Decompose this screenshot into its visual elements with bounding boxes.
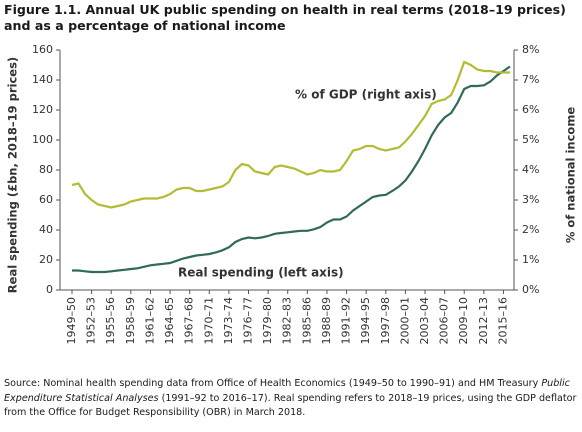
- y2-tick-label: 3%: [522, 193, 539, 206]
- y-tick-label: 160: [32, 43, 53, 56]
- x-tick-label: 1955–56: [104, 297, 117, 345]
- y2-tick-label: 1%: [522, 253, 539, 266]
- y-tick-label: 100: [32, 133, 53, 146]
- x-tick-label: 1949–50: [65, 297, 78, 345]
- note-italic: Public Expenditure Statistical Analyses: [4, 378, 570, 404]
- y-tick-label: 120: [32, 103, 53, 116]
- x-tick-label: 1961–62: [143, 297, 156, 345]
- y-tick-label: 140: [32, 73, 53, 86]
- x-tick-label: 2012–13: [477, 297, 490, 345]
- note-text: (1991–92 to 2016–17). Real spending refe…: [4, 392, 577, 419]
- x-tick-label: 1988–89: [320, 297, 333, 345]
- y2-tick-label: 0%: [522, 283, 539, 296]
- y-tick-label: 60: [39, 193, 53, 206]
- y2-tick-label: 4%: [522, 163, 539, 176]
- x-tick-label: 2003–04: [418, 297, 431, 345]
- x-tick-label: 1952–53: [85, 297, 98, 345]
- x-tick-label: 1982–83: [281, 297, 294, 345]
- x-tick-label: 2009–10: [457, 297, 470, 345]
- y2-axis-label: % of national income: [564, 107, 578, 243]
- y-axis-label: Real spending (£bn, 2018–19 prices): [6, 57, 20, 293]
- note-text: Source: Nominal health spending data fro…: [4, 378, 542, 389]
- x-tick-label: 2015–16: [496, 297, 509, 345]
- x-tick-label: 1964–65: [163, 297, 176, 345]
- y-tick-label: 40: [39, 223, 53, 236]
- x-tick-label: 1973–74: [222, 297, 235, 345]
- x-tick-label: 1979–80: [261, 297, 274, 345]
- x-tick-label: 1991–92: [340, 297, 353, 345]
- x-tick-label: 1958–59: [124, 297, 137, 345]
- annotation: % of GDP (right axis): [295, 88, 437, 102]
- x-tick-label: 1976–77: [242, 297, 255, 345]
- y2-tick-label: 8%: [522, 43, 539, 56]
- y-tick-label: 80: [39, 163, 53, 176]
- y2-tick-label: 2%: [522, 223, 539, 236]
- x-tick-label: 1970–71: [202, 297, 215, 345]
- y2-tick-label: 5%: [522, 133, 539, 146]
- y2-tick-label: 7%: [522, 73, 539, 86]
- annotation: Real spending (left axis): [178, 266, 344, 280]
- y-tick-label: 0: [46, 283, 53, 296]
- x-tick-label: 1997–98: [379, 297, 392, 345]
- x-tick-label: 1994–95: [359, 297, 372, 345]
- series-line: [71, 60, 510, 209]
- chart-title: Figure 1.1. Annual UK public spending on…: [4, 2, 566, 33]
- x-tick-label: 2006–07: [438, 297, 451, 345]
- y2-tick-label: 6%: [522, 103, 539, 116]
- x-tick-label: 1985–86: [300, 297, 313, 345]
- source-note: Source: Nominal health spending data fro…: [4, 377, 578, 421]
- x-tick-label: 1967–68: [183, 297, 196, 345]
- x-tick-label: 2000–01: [398, 297, 411, 345]
- chart: 0 20 40 60 80 100 120 140 160 0% 1% 2% 3% 4% 5% 6% 7% 8% 1…: [6, 43, 578, 345]
- y-tick-label: 20: [39, 253, 53, 266]
- series-line: [72, 65, 511, 274]
